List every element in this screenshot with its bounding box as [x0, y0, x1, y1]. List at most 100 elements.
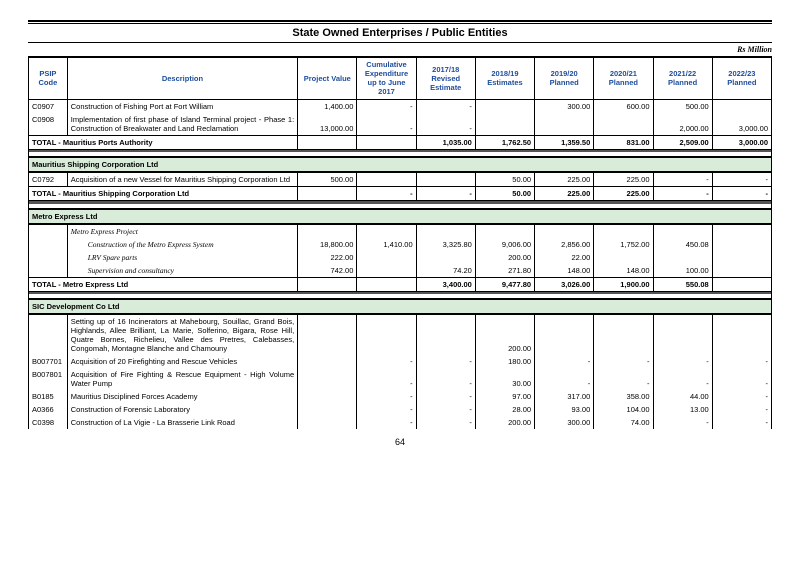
metro-row-0-v2: 3,325.80 [416, 238, 475, 251]
sic-row-1-v0 [298, 355, 357, 368]
msc-total-v3: 50.00 [475, 187, 534, 201]
mpa-row-1-v1: - [357, 113, 416, 136]
hdr-desc: Description [67, 57, 297, 99]
sic-row-2-v7: - [712, 368, 771, 390]
sic-row-4-v2: - [416, 403, 475, 416]
metro-row-0-v7 [712, 238, 771, 251]
sic-row-3-v0 [298, 390, 357, 403]
msc-row-0-v3: 50.00 [475, 172, 534, 187]
mpa-row-0-v7 [712, 99, 771, 113]
sic-row-1-v2: - [416, 355, 475, 368]
sic-row-4-code: A0366 [29, 403, 68, 416]
sic-row-3-desc: Mauritius Disciplined Forces Academy [67, 390, 297, 403]
metro-row-2-v5: 148.00 [594, 264, 653, 278]
mpa-row-1-code: C0908 [29, 113, 68, 136]
sic-row-3-v7: - [712, 390, 771, 403]
sic-row-1-desc: Acquisition of 20 Firefighting and Rescu… [67, 355, 297, 368]
hdr-pv: Project Value [298, 57, 357, 99]
sic-row-2-v2: - [416, 368, 475, 390]
metro-row-0-v6: 450.08 [653, 238, 712, 251]
msc-row-0-v6: - [653, 172, 712, 187]
metro-head: Metro Express Ltd [29, 209, 772, 224]
sic-row-5-v7: - [712, 416, 771, 429]
msc-row-0-desc: Acquisition of a new Vessel for Mauritiu… [67, 172, 297, 187]
sic-row-5: C0398Construction of La Vigie - La Brass… [29, 416, 772, 429]
metro-row-1-desc: LRV Spare parts [67, 251, 297, 264]
data-table: PSIP Code Description Project Value Cumu… [28, 56, 772, 429]
metro-proj-head-v6 [653, 224, 712, 238]
sic-row-4-v6: 13.00 [653, 403, 712, 416]
sic-row-3: B0185Mauritius Disciplined Forces Academ… [29, 390, 772, 403]
msc-total-v2: - [416, 187, 475, 201]
sic-row-2-v6: - [653, 368, 712, 390]
hdr-1819: 2018/19 Estimates [475, 57, 534, 99]
mpa-row-0-v3 [475, 99, 534, 113]
metro-proj-head: Metro Express Project [29, 224, 772, 238]
msc-total-v7: - [712, 187, 771, 201]
metro-row-0-v3: 9,006.00 [475, 238, 534, 251]
msc-row-0-v1 [357, 172, 416, 187]
mpa-row-0-v6: 500.00 [653, 99, 712, 113]
metro-total-v5: 1,900.00 [594, 277, 653, 291]
metro-row-1-v2 [416, 251, 475, 264]
sic-row-1-v5: - [594, 355, 653, 368]
hdr-1920: 2019/20 Planned [535, 57, 594, 99]
metro-row-2-v4: 148.00 [535, 264, 594, 278]
mpa-row-0-code: C0907 [29, 99, 68, 113]
sic-row-2-v0 [298, 368, 357, 390]
metro-row-1-v3: 200.00 [475, 251, 534, 264]
msc-row-0-v4: 225.00 [535, 172, 594, 187]
metro-total-v4: 3,026.00 [535, 277, 594, 291]
sic-row-0-v0 [298, 314, 357, 355]
hdr-2122: 2021/22 Planned [653, 57, 712, 99]
metro-proj-head-v7 [712, 224, 771, 238]
sic-row-1-v7: - [712, 355, 771, 368]
sic-row-4-v7: - [712, 403, 771, 416]
metro-row-0-desc: Construction of the Metro Express System [67, 238, 297, 251]
hdr-psip: PSIP Code [29, 57, 68, 99]
msc-row-0-v2 [416, 172, 475, 187]
msc-row-0-v7: - [712, 172, 771, 187]
msc-row-0-v5: 225.00 [594, 172, 653, 187]
msc-total-v6: - [653, 187, 712, 201]
sic-row-4-v3: 28.00 [475, 403, 534, 416]
mpa-total-v1 [357, 135, 416, 149]
mpa-row-1-v6: 2,000.00 [653, 113, 712, 136]
sic-row-0-v3: 200.00 [475, 314, 534, 355]
metro-row-1-v4: 22.00 [535, 251, 594, 264]
sic-row-3-v6: 44.00 [653, 390, 712, 403]
metro-total: TOTAL - Metro Express Ltd3,400.009,477.8… [29, 277, 772, 291]
metro-row-0-v0: 18,800.00 [298, 238, 357, 251]
sic-row-5-v1: - [357, 416, 416, 429]
sic-row-0-desc: Setting up of 16 Incinerators at Mahebou… [67, 314, 297, 355]
top-rule [28, 20, 772, 22]
metro-total-v3: 9,477.80 [475, 277, 534, 291]
mpa-total-label: TOTAL - Mauritius Ports Authority [29, 135, 298, 149]
sic-row-0-v7 [712, 314, 771, 355]
mpa-row-0-v5: 600.00 [594, 99, 653, 113]
sic-row-2-v5: - [594, 368, 653, 390]
msc-head-label: Mauritius Shipping Corporation Ltd [29, 157, 772, 172]
hdr-2223: 2022/23 Planned [712, 57, 771, 99]
sic-row-4-v4: 93.00 [535, 403, 594, 416]
metro-total-v7 [712, 277, 771, 291]
metro-row-1: LRV Spare parts222.00200.0022.00 [29, 251, 772, 264]
msc-total-v4: 225.00 [535, 187, 594, 201]
metro-proj-head-code [29, 224, 68, 238]
mpa-row-0: C0907Construction of Fishing Port at For… [29, 99, 772, 113]
mpa-row-1-v3 [475, 113, 534, 136]
sic-row-1-v3: 180.00 [475, 355, 534, 368]
sic-row-3-v5: 358.00 [594, 390, 653, 403]
sic-row-5-v6: - [653, 416, 712, 429]
metro-total-label: TOTAL - Metro Express Ltd [29, 277, 298, 291]
sic-row-2-v1: - [357, 368, 416, 390]
metro-proj-head-v2 [416, 224, 475, 238]
mpa-row-1-v7: 3,000.00 [712, 113, 771, 136]
mpa-row-0-v4: 300.00 [535, 99, 594, 113]
sic-row-4-v0 [298, 403, 357, 416]
page-number: 64 [28, 429, 772, 447]
msc-total: TOTAL - Mauritius Shipping Corporation L… [29, 187, 772, 201]
msc-row-0-code: C0792 [29, 172, 68, 187]
hdr-cum: Cumulative Expenditure up to June 2017 [357, 57, 416, 99]
hdr-2021: 2020/21 Planned [594, 57, 653, 99]
